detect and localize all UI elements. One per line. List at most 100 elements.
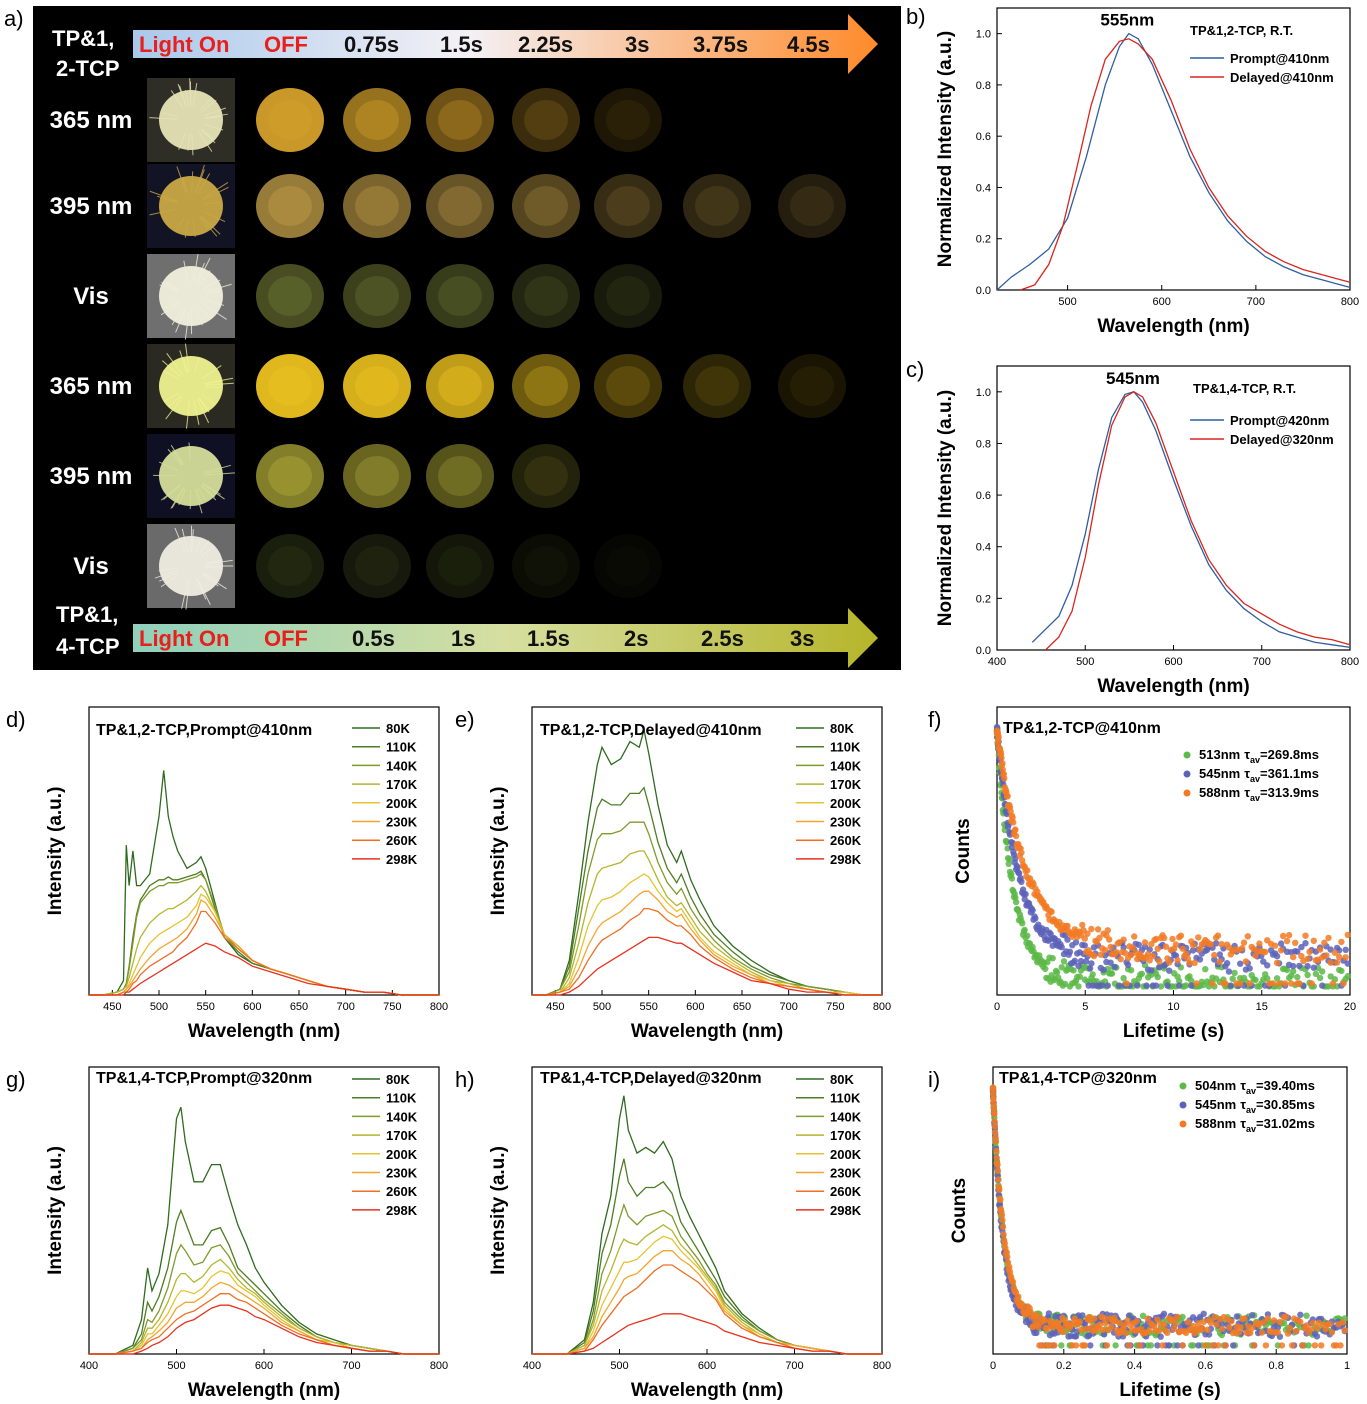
legend-label: 260K [830,833,862,848]
decay-point-513nm [1070,967,1077,974]
decay-point-588nm [1155,1327,1163,1334]
decay-point-513nm [1290,968,1297,975]
legend-tau-subscript: av [1246,1105,1256,1115]
decay-point-588nm [1121,949,1129,957]
decay-point-588nm [1264,1315,1272,1322]
decay-point-513nm [1157,983,1165,990]
photo-fiber [183,358,188,373]
photo-fiber [191,171,194,193]
x-tick-label: 1 [1344,1360,1350,1372]
decay-point-588nm [1136,1342,1144,1349]
legend-label: 170K [386,777,418,792]
photo-afterglow-core [438,100,482,140]
photo-fiber [202,365,222,379]
panel-letter-a: a) [4,6,24,31]
x-axis-title: Wavelength (nm) [1097,676,1249,697]
decay-point-588nm [991,1110,998,1118]
peak-annotation: 555nm [1100,11,1154,30]
decay-point-545nm [1344,960,1352,967]
decay-point-588nm [1184,1319,1192,1326]
decay-point-588nm [1209,980,1216,987]
decay-point-513nm [1060,958,1068,965]
decay-point-588nm [1090,952,1098,960]
top-off-label: OFF [264,32,308,57]
x-axis-title: Wavelength (nm) [631,1380,783,1401]
y-tick-label: 1.0 [976,387,991,399]
decay-point-588nm [1009,1278,1017,1286]
decay-point-513nm [1024,932,1031,939]
panel-letter-b: b) [906,4,926,29]
photo-afterglow-core [268,186,312,226]
x-tick-label: 700 [336,1001,354,1013]
y-tick-label: 0.8 [976,80,991,92]
y-tick-label: 0.4 [976,182,991,194]
bottom-time-1: 1s [451,626,475,651]
decay-point-513nm [1076,973,1083,980]
photo-fiber [175,308,187,333]
photo-fiber [201,128,215,141]
photo-fiber [204,291,221,295]
top-time-0: 0.75s [344,32,399,57]
photo-fiber [163,112,178,118]
photo-afterglow-core [606,100,650,140]
decay-point-588nm [1146,1327,1153,1334]
decay-point-545nm [1188,982,1195,989]
decay-point-588nm [1169,935,1176,943]
photo-row-label: 365 nm [50,107,133,134]
plot-frame [992,1066,1348,1355]
legend-tau-symbol: τ [1244,785,1250,800]
legend-label: 545nm τav=361.1ms [1199,766,1319,784]
photo-afterglow-sample [426,174,494,238]
decay-point-588nm [1310,937,1318,944]
decay-point-588nm [1004,1253,1011,1261]
photo-fiber [162,360,181,378]
x-tick-label: 700 [1253,656,1271,668]
x-tick-label: 400 [988,656,1006,668]
decay-point-588nm [1316,946,1324,953]
decay-point-545nm [1066,948,1074,955]
photo-fiber [192,254,199,283]
decay-point-588nm [1269,980,1277,987]
y-axis-title: Intensity (a.u.) [45,787,66,916]
chart-title: TP&1,4-TCP@320nm [999,1070,1157,1087]
legend-tau-subscript: av [1250,793,1260,803]
decay-point-588nm [1125,1342,1133,1349]
decay-point-545nm [1195,1342,1202,1349]
photo-fiber [184,343,190,373]
photo-fiber [175,217,185,232]
legend-label: 80K [830,1072,854,1087]
decay-point-588nm [1341,1327,1349,1334]
decay-point-545nm [1342,946,1349,953]
decay-point-588nm [1079,921,1086,929]
decay-point-545nm [1296,962,1303,970]
chart-panel-c: c) 400 500 600 700 800 0.0 0.2 0.4 0.6 0.8 1.0 Wave… [906,357,1359,697]
decay-point-545nm [1045,1310,1053,1317]
decay-point-588nm [994,1167,1002,1175]
y-tick-label: 0.6 [976,490,991,502]
decay-point-513nm [1012,898,1020,906]
photo-afterglow-sample [343,534,411,598]
decay-point-588nm [1129,944,1136,951]
legend-tau-value: =269.8ms [1260,747,1319,762]
photo-fiber [199,306,211,319]
series-line-260K [532,907,882,996]
decay-point-588nm [1246,980,1253,987]
decay-point-545nm [1124,961,1132,969]
decay-point-588nm [1270,1317,1278,1324]
legend-marker [1183,751,1191,759]
chart-title: TP&1,4-TCP,Delayed@320nm [540,1070,762,1087]
decay-point-588nm [1333,959,1341,966]
photo-afterglow-core [695,186,739,226]
photo-afterglow-sample [343,88,411,152]
legend-wavelength: 588nm [1199,785,1240,800]
decay-point-588nm [1326,1320,1333,1328]
decay-point-588nm [1237,980,1244,987]
series-line-230K [532,1250,882,1355]
legend-label: 200K [830,1147,862,1162]
decay-point-545nm [1029,907,1036,914]
photo-afterglow-sample [594,354,662,418]
decay-point-545nm [1032,915,1039,922]
decay-point-588nm [1328,1329,1336,1336]
photo-fiber [194,356,200,373]
